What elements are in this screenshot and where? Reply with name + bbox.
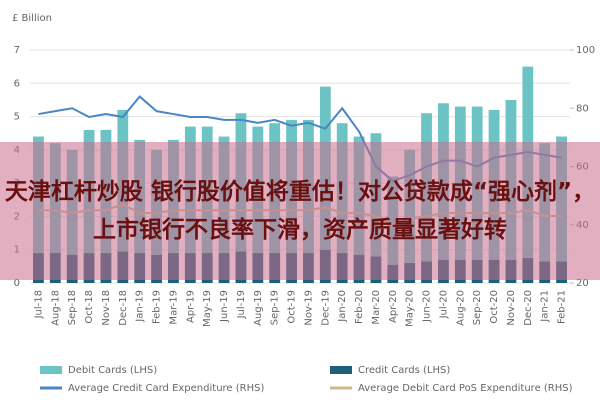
legend-label: Debit Cards (LHS) xyxy=(68,365,157,376)
x-tick-label: Sep-20 xyxy=(472,290,483,325)
y-tick-label: 0 xyxy=(14,278,20,289)
x-tick-label: Jul-19 xyxy=(236,290,247,319)
x-tick-label: Oct-19 xyxy=(287,290,298,324)
y-tick-label: 6 xyxy=(14,78,20,89)
x-tick-label: Sep-18 xyxy=(67,290,78,325)
x-tick-label: Apr-19 xyxy=(185,290,196,323)
x-tick-label: Dec-18 xyxy=(118,290,129,326)
x-tick-label: Jun-19 xyxy=(219,290,230,323)
x-tick-label: Jan-21 xyxy=(540,290,551,323)
x-tick-label: Sep-19 xyxy=(270,290,281,325)
y-tick-label: 7 xyxy=(14,45,20,56)
legend-label: Credit Cards (LHS) xyxy=(358,365,450,376)
x-tick-label: Aug-18 xyxy=(50,290,61,326)
x-tick-label: Feb-20 xyxy=(354,290,365,324)
x-tick-label: May-20 xyxy=(405,290,416,327)
y2-tick-label: 20 xyxy=(576,278,589,289)
x-tick-label: Apr-20 xyxy=(388,290,399,323)
y2-tick-label: 80 xyxy=(576,103,589,114)
x-tick-label: Oct-18 xyxy=(84,290,95,324)
x-tick-label: Oct-20 xyxy=(489,290,500,324)
x-tick-label: Jan-19 xyxy=(135,290,146,323)
y-axis-label: £ Billion xyxy=(12,13,52,24)
x-tick-label: Jul-18 xyxy=(33,290,44,319)
x-tick-label: Dec-19 xyxy=(320,290,331,326)
legend-label: Average Debit Card PoS Expenditure (RHS) xyxy=(358,383,573,394)
headline: 天津杠杆炒股 银行股价值将重估！对公贷款成“强心剂”，上市银行不良率下滑，资产质… xyxy=(4,179,596,243)
x-tick-label: Aug-19 xyxy=(253,290,264,326)
legend-swatch xyxy=(40,366,62,374)
x-tick-label: Feb-19 xyxy=(152,290,163,324)
x-tick-label: Mar-19 xyxy=(168,290,179,325)
x-tick-label: Dec-20 xyxy=(523,290,534,326)
y-tick-label: 5 xyxy=(14,112,20,123)
y2-tick-label: 100 xyxy=(576,45,595,56)
x-tick-label: Nov-20 xyxy=(506,290,517,326)
legend-label: Average Credit Card Expenditure (RHS) xyxy=(68,383,264,394)
x-tick-label: Nov-18 xyxy=(101,290,112,326)
x-tick-label: Jan-20 xyxy=(337,290,348,323)
legend-swatch xyxy=(330,366,352,374)
x-tick-label: Nov-19 xyxy=(303,290,314,326)
x-tick-label: Jun-20 xyxy=(422,290,433,323)
x-tick-label: Jul-20 xyxy=(438,290,449,319)
x-tick-label: Mar-20 xyxy=(371,290,382,325)
x-tick-label: Aug-20 xyxy=(455,290,466,326)
overlay-banner: 天津杠杆炒股 银行股价值将重估！对公贷款成“强心剂”，上市银行不良率下滑，资产质… xyxy=(0,142,600,280)
x-tick-label: Feb-21 xyxy=(557,290,568,324)
x-tick-label: May-19 xyxy=(202,290,213,327)
